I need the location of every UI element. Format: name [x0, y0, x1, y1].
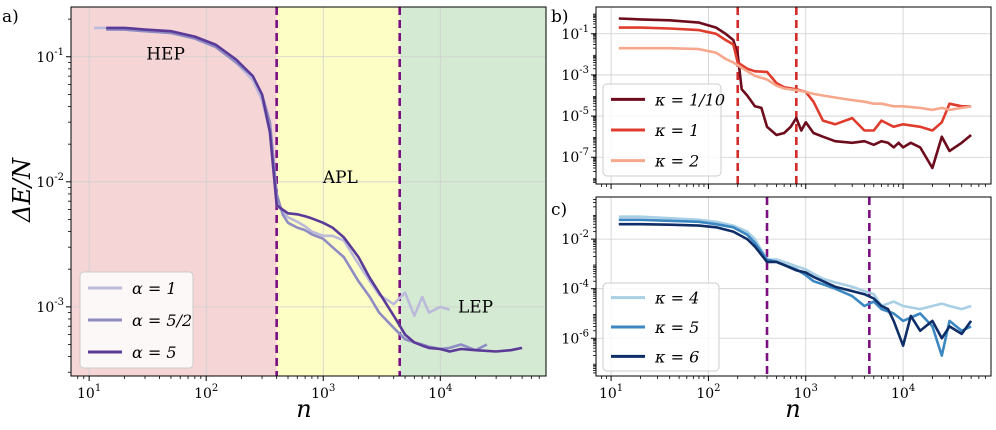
panel-a-ylabel: ΔE/N	[8, 157, 36, 223]
panel-b-frame	[595, 6, 992, 185]
legend-box	[79, 271, 194, 369]
panel-a-label: a)	[2, 7, 19, 27]
series-line-3	[106, 26, 523, 353]
series-line-1	[618, 215, 972, 311]
series-line-3	[618, 222, 973, 348]
series-line-2	[618, 26, 972, 132]
legend-label: α = 5	[132, 343, 177, 362]
y-tick-label: 10-1	[561, 24, 589, 43]
legend-label: κ = 1	[654, 121, 699, 140]
series-line-2	[618, 218, 972, 357]
x-tick-label: 103	[794, 383, 818, 402]
legend-label: κ = 2	[654, 152, 699, 171]
legend-label: α = 1	[132, 279, 177, 298]
y-tick-label: 10-3	[36, 297, 64, 316]
panel-a-frame	[70, 6, 547, 377]
region-label-hep: HEP	[146, 45, 185, 65]
panel-b-label: b)	[551, 7, 569, 27]
y-tick-label: 10-3	[561, 65, 589, 84]
x-tick-label: 101	[599, 383, 623, 402]
x-tick-label: 103	[311, 383, 335, 402]
x-tick-label: 104	[891, 383, 915, 402]
legend-box	[602, 282, 720, 372]
region-apl	[276, 7, 400, 376]
region-label-apl: APL	[322, 168, 358, 188]
y-tick-label: 10-5	[561, 106, 589, 125]
panel-c: 101 102 103 104 10-6 10-4 10-2 c) n κ = 4 κ = 5…	[551, 196, 992, 423]
legend-label: κ = 5	[654, 318, 699, 337]
region-lep	[399, 7, 546, 376]
panel-c-label: c)	[551, 200, 567, 220]
series-line-3	[618, 46, 972, 112]
legend-box	[602, 83, 722, 177]
panel-c-xlabel: n	[785, 395, 800, 423]
y-tick-label: 10-6	[561, 328, 589, 347]
region-label-lep: LEP	[458, 298, 493, 318]
legend-label: κ = 4	[654, 289, 699, 308]
legend-label: κ = 6	[654, 347, 699, 366]
series-line-1	[618, 17, 972, 170]
x-tick-label: 102	[194, 383, 218, 402]
panel-a-xlabel: n	[296, 395, 311, 423]
x-tick-label: 104	[428, 383, 452, 402]
legend-label: κ = 1/10	[654, 90, 725, 109]
y-tick-label: 10-4	[561, 279, 589, 298]
y-tick-label: 10-7	[561, 147, 589, 166]
panel-c-frame	[595, 196, 992, 377]
y-tick-label: 10-2	[561, 229, 589, 248]
panel-b: 10-7 10-5 10-3 10-1 b) κ = 1/10 κ = 1 κ = 2	[551, 6, 992, 189]
x-tick-label: 102	[696, 383, 720, 402]
legend-label: α = 5/2	[132, 311, 192, 330]
y-tick-label: 10-1	[36, 47, 64, 66]
y-tick-label: 10-2	[36, 172, 64, 191]
x-tick-label: 101	[77, 383, 101, 402]
